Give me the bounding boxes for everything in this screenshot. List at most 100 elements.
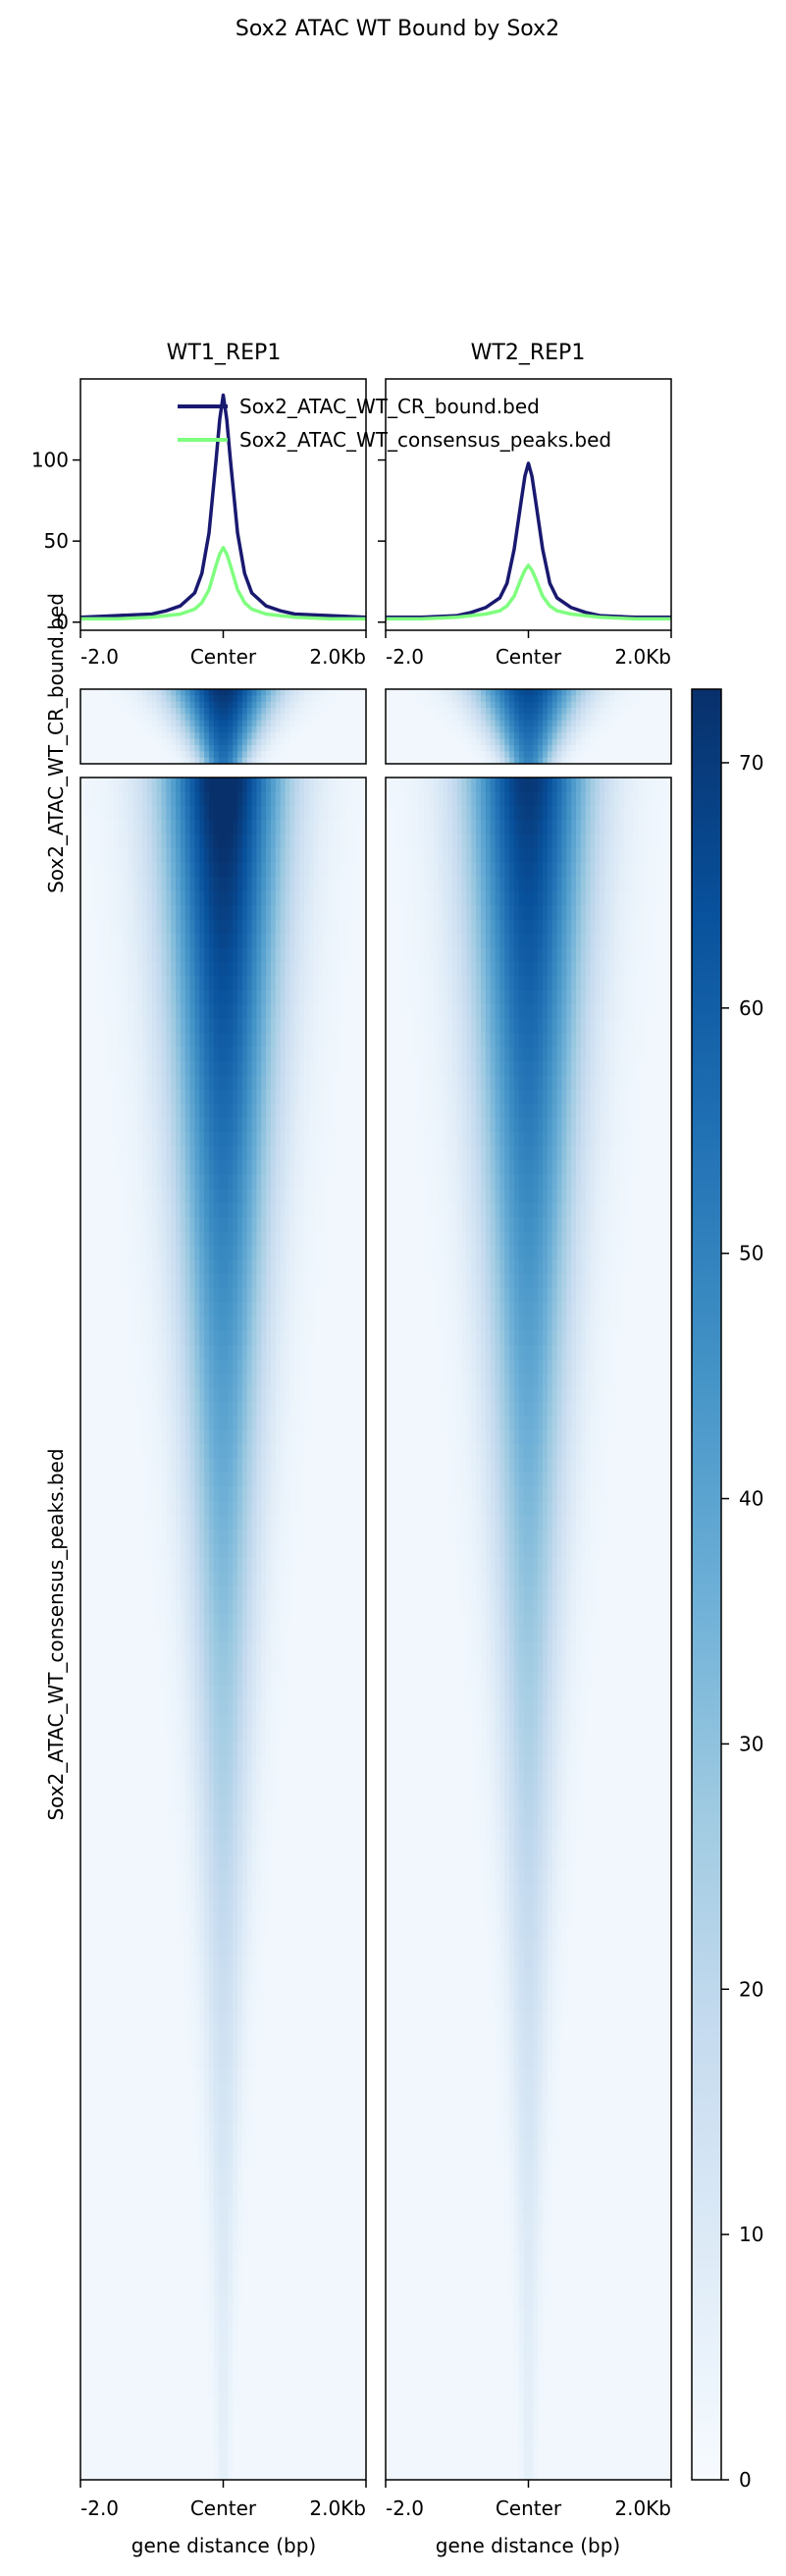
heatmap-cell bbox=[99, 1359, 105, 1374]
heatmap-cell bbox=[123, 947, 130, 963]
heatmap-cell bbox=[104, 1330, 110, 1346]
heatmap-cell bbox=[361, 738, 367, 746]
heatmap-cell bbox=[213, 1359, 220, 1374]
heatmap-cell bbox=[161, 1728, 167, 1744]
heatmap-cell bbox=[318, 1387, 324, 1403]
heatmap-cell bbox=[341, 757, 348, 765]
heatmap-cell bbox=[280, 1387, 287, 1403]
heatmap-cell bbox=[256, 1728, 262, 1744]
heatmap-cell bbox=[199, 1288, 205, 1304]
heatmap-cell bbox=[333, 695, 339, 703]
heatmap-cell bbox=[213, 751, 220, 759]
heatmap-cell bbox=[266, 1486, 272, 1502]
heatmap-cell bbox=[204, 1061, 210, 1077]
heatmap-cell bbox=[233, 778, 238, 793]
heatmap-cell bbox=[123, 1401, 130, 1417]
heatmap-cell bbox=[328, 1500, 334, 1516]
heatmap-cell bbox=[337, 1429, 343, 1445]
heatmap-cell bbox=[266, 1614, 272, 1630]
heatmap-cell bbox=[109, 1103, 115, 1119]
heatmap-cell bbox=[275, 1515, 282, 1530]
profile-xtick-label-2-2: 2.0Kb bbox=[614, 645, 671, 669]
heatmap-cell bbox=[109, 1486, 115, 1502]
heatmap-cell bbox=[176, 689, 182, 696]
heatmap-cell bbox=[184, 701, 191, 709]
heatmap-cell bbox=[341, 833, 348, 849]
heatmap-cell bbox=[233, 1444, 238, 1460]
heatmap-cell bbox=[233, 1515, 238, 1530]
heatmap-cell bbox=[280, 1543, 287, 1559]
heatmap-cell bbox=[256, 1372, 262, 1388]
heatmap-cell bbox=[294, 947, 300, 963]
heatmap-cell bbox=[128, 890, 133, 906]
heatmap-cell bbox=[128, 1075, 133, 1091]
heatmap-cell bbox=[132, 1713, 138, 1729]
heatmap-cell bbox=[213, 1728, 220, 1744]
heatmap-cell bbox=[137, 1572, 143, 1587]
heatmap-cell bbox=[199, 848, 205, 864]
heatmap-cell bbox=[251, 689, 258, 696]
heatmap-cell bbox=[266, 1345, 272, 1361]
heatmap-cell bbox=[118, 976, 125, 992]
heatmap-cell bbox=[89, 1557, 96, 1573]
heatmap-cell bbox=[337, 1146, 343, 1161]
heatmap-cell bbox=[346, 708, 353, 715]
heatmap-cell bbox=[228, 1288, 234, 1304]
heatmap-cell bbox=[204, 805, 210, 821]
heatmap-cell bbox=[356, 720, 362, 727]
heatmap-cell bbox=[246, 1216, 253, 1232]
heatmap-cell bbox=[361, 961, 367, 977]
heatmap-cell bbox=[256, 1260, 262, 1275]
heatmap-cell bbox=[233, 805, 238, 821]
heatmap-cell bbox=[351, 1401, 357, 1417]
heatmap-cell bbox=[233, 820, 238, 835]
heatmap-cell bbox=[299, 805, 305, 821]
heatmap-cell bbox=[218, 1004, 225, 1020]
heatmap-cell bbox=[241, 1260, 248, 1275]
heatmap-cell bbox=[166, 1614, 172, 1630]
heatmap-cell bbox=[199, 961, 205, 977]
heatmap-cell bbox=[132, 1146, 138, 1161]
heatmap-cell bbox=[308, 1713, 315, 1729]
heatmap-cell bbox=[266, 1273, 272, 1289]
heatmap-cell bbox=[132, 1089, 138, 1104]
heatmap-cell bbox=[184, 1429, 191, 1445]
heatmap-cell bbox=[142, 726, 148, 733]
heatmap-cell bbox=[285, 933, 290, 948]
heatmap-cell bbox=[289, 1614, 295, 1630]
heatmap-cell bbox=[156, 1359, 163, 1374]
heatmap-cell bbox=[246, 848, 253, 864]
heatmap-cell bbox=[137, 745, 143, 752]
heatmap-cell bbox=[118, 1543, 125, 1559]
heatmap-cell bbox=[99, 1089, 105, 1104]
heatmap-cell bbox=[113, 1656, 120, 1672]
heatmap-cell bbox=[137, 714, 143, 722]
heatmap-cell bbox=[176, 1372, 182, 1388]
heatmap-cell bbox=[266, 1372, 272, 1388]
heatmap-cell bbox=[323, 1572, 329, 1587]
heatmap-cell bbox=[341, 732, 348, 740]
heatmap-cell bbox=[333, 1061, 339, 1077]
heatmap-cell bbox=[132, 1103, 138, 1119]
heatmap-cell bbox=[246, 720, 253, 727]
heatmap-cell bbox=[180, 1046, 186, 1062]
heatmap-cell bbox=[251, 1387, 258, 1403]
heatmap-cell bbox=[208, 833, 215, 849]
heatmap-cell bbox=[346, 805, 353, 821]
heatmap-cell bbox=[137, 1345, 143, 1361]
heatmap-cell bbox=[194, 1018, 200, 1034]
heatmap-cell bbox=[256, 1203, 262, 1218]
heatmap-cell bbox=[80, 890, 86, 906]
heatmap-cell bbox=[223, 1046, 229, 1062]
heatmap-cell bbox=[189, 1401, 195, 1417]
heatmap-cell bbox=[299, 1203, 305, 1218]
heatmap-cell bbox=[308, 1174, 315, 1190]
heatmap-cell bbox=[341, 1089, 348, 1104]
heatmap-cell bbox=[146, 1756, 153, 1772]
heatmap-cell bbox=[128, 990, 133, 1005]
heatmap-cell bbox=[223, 689, 229, 696]
heatmap-cell bbox=[351, 745, 357, 752]
heatmap-cell bbox=[218, 1699, 225, 1715]
heatmap-cell bbox=[99, 778, 105, 793]
heatmap-cell bbox=[251, 1728, 258, 1744]
